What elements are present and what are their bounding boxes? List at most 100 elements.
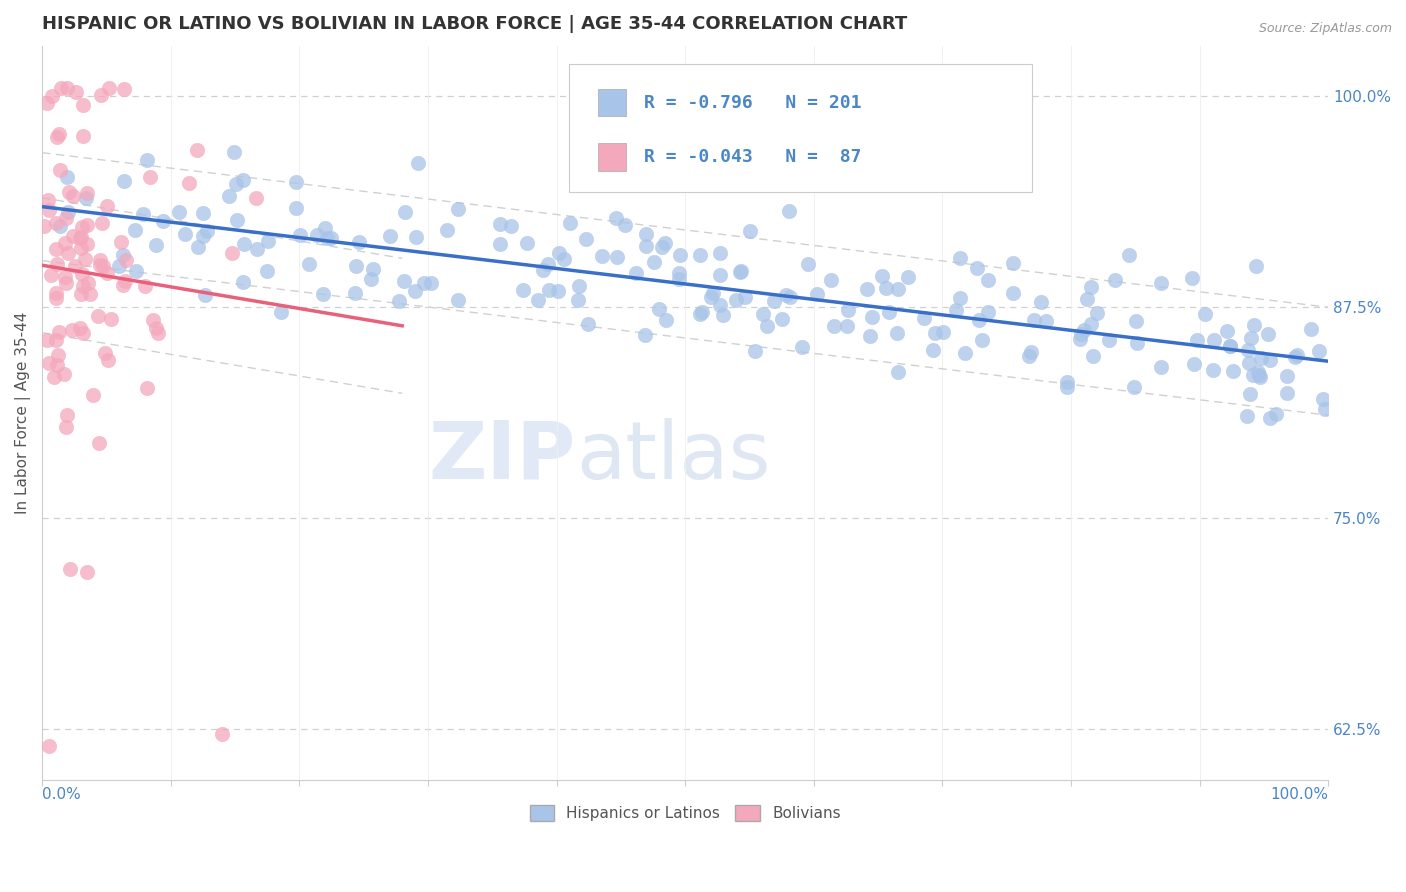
Point (526, 293, 548, 307)
Point (922, 343, 945, 357)
Point (1285, 347, 1308, 361)
Point (797, 257, 820, 271)
Point (39, 268, 62, 282)
Point (924, 326, 946, 341)
Point (107, 260, 129, 274)
Point (531, 262, 554, 277)
Point (1219, 339, 1241, 353)
Point (111, 248, 134, 262)
Point (576, 317, 599, 331)
Point (633, 328, 655, 343)
Point (634, 239, 657, 253)
Point (1239, 386, 1261, 401)
Point (752, 307, 775, 321)
Point (82, 388, 104, 402)
Point (360, 272, 382, 286)
Point (112, 81, 135, 95)
Point (56, 205, 79, 219)
Point (45, 291, 67, 305)
Point (967, 313, 990, 327)
Point (558, 216, 581, 230)
Point (45, 257, 67, 271)
Point (62, 188, 84, 202)
Point (966, 261, 988, 276)
Point (702, 285, 724, 300)
Point (76, 191, 98, 205)
Point (344, 285, 367, 300)
Point (53, 235, 76, 250)
Point (37, 95, 59, 110)
Point (740, 223, 762, 237)
Point (41, 88, 63, 103)
Point (1056, 376, 1078, 390)
Point (112, 174, 135, 188)
Point (886, 282, 908, 296)
Point (378, 228, 401, 243)
Point (56, 408, 79, 422)
Point (136, 153, 159, 167)
Point (32, 219, 55, 233)
Point (152, 213, 174, 227)
Point (45, 129, 67, 144)
Point (312, 286, 335, 301)
Point (835, 319, 858, 334)
Point (1243, 318, 1265, 332)
Point (436, 222, 458, 236)
Point (86, 309, 108, 323)
Point (45, 285, 67, 300)
Point (96, 198, 118, 212)
Point (932, 325, 955, 339)
Point (46, 358, 69, 372)
Point (1181, 271, 1204, 285)
Point (689, 307, 711, 321)
Point (709, 246, 731, 260)
Point (953, 346, 976, 360)
Point (790, 340, 813, 354)
Point (298, 257, 321, 271)
Point (314, 220, 336, 235)
Point (1237, 356, 1260, 370)
Point (96, 266, 118, 280)
Point (38, 739, 60, 753)
Point (55, 276, 77, 290)
Point (547, 285, 569, 299)
Point (142, 313, 165, 327)
Point (1299, 321, 1322, 335)
Point (76, 236, 98, 251)
Point (138, 170, 160, 185)
Point (669, 247, 692, 261)
Point (489, 236, 512, 251)
Point (499, 219, 522, 234)
Point (1118, 248, 1140, 262)
Point (69, 231, 91, 245)
Point (76, 186, 98, 201)
Point (38, 356, 60, 370)
Point (37, 193, 59, 207)
Point (87, 436, 110, 450)
Point (489, 217, 512, 231)
Point (62, 228, 84, 243)
Point (195, 224, 218, 238)
Text: atlas: atlas (576, 417, 770, 496)
Point (1219, 339, 1241, 353)
Point (553, 252, 575, 266)
Point (605, 211, 627, 225)
Point (1202, 362, 1225, 376)
FancyBboxPatch shape (598, 88, 626, 117)
Point (837, 302, 859, 317)
Y-axis label: In Labor Force | Age 35-44: In Labor Force | Age 35-44 (15, 311, 31, 514)
FancyBboxPatch shape (598, 144, 626, 171)
Point (548, 245, 571, 260)
Point (912, 310, 935, 325)
Point (316, 230, 339, 244)
Point (1104, 273, 1126, 287)
Point (60, 323, 83, 337)
Point (93, 345, 115, 359)
Point (115, 253, 138, 268)
Point (1264, 407, 1286, 421)
Point (56, 169, 79, 184)
Point (70, 242, 93, 256)
Point (1313, 401, 1336, 416)
Point (388, 293, 411, 308)
Point (1308, 343, 1330, 358)
